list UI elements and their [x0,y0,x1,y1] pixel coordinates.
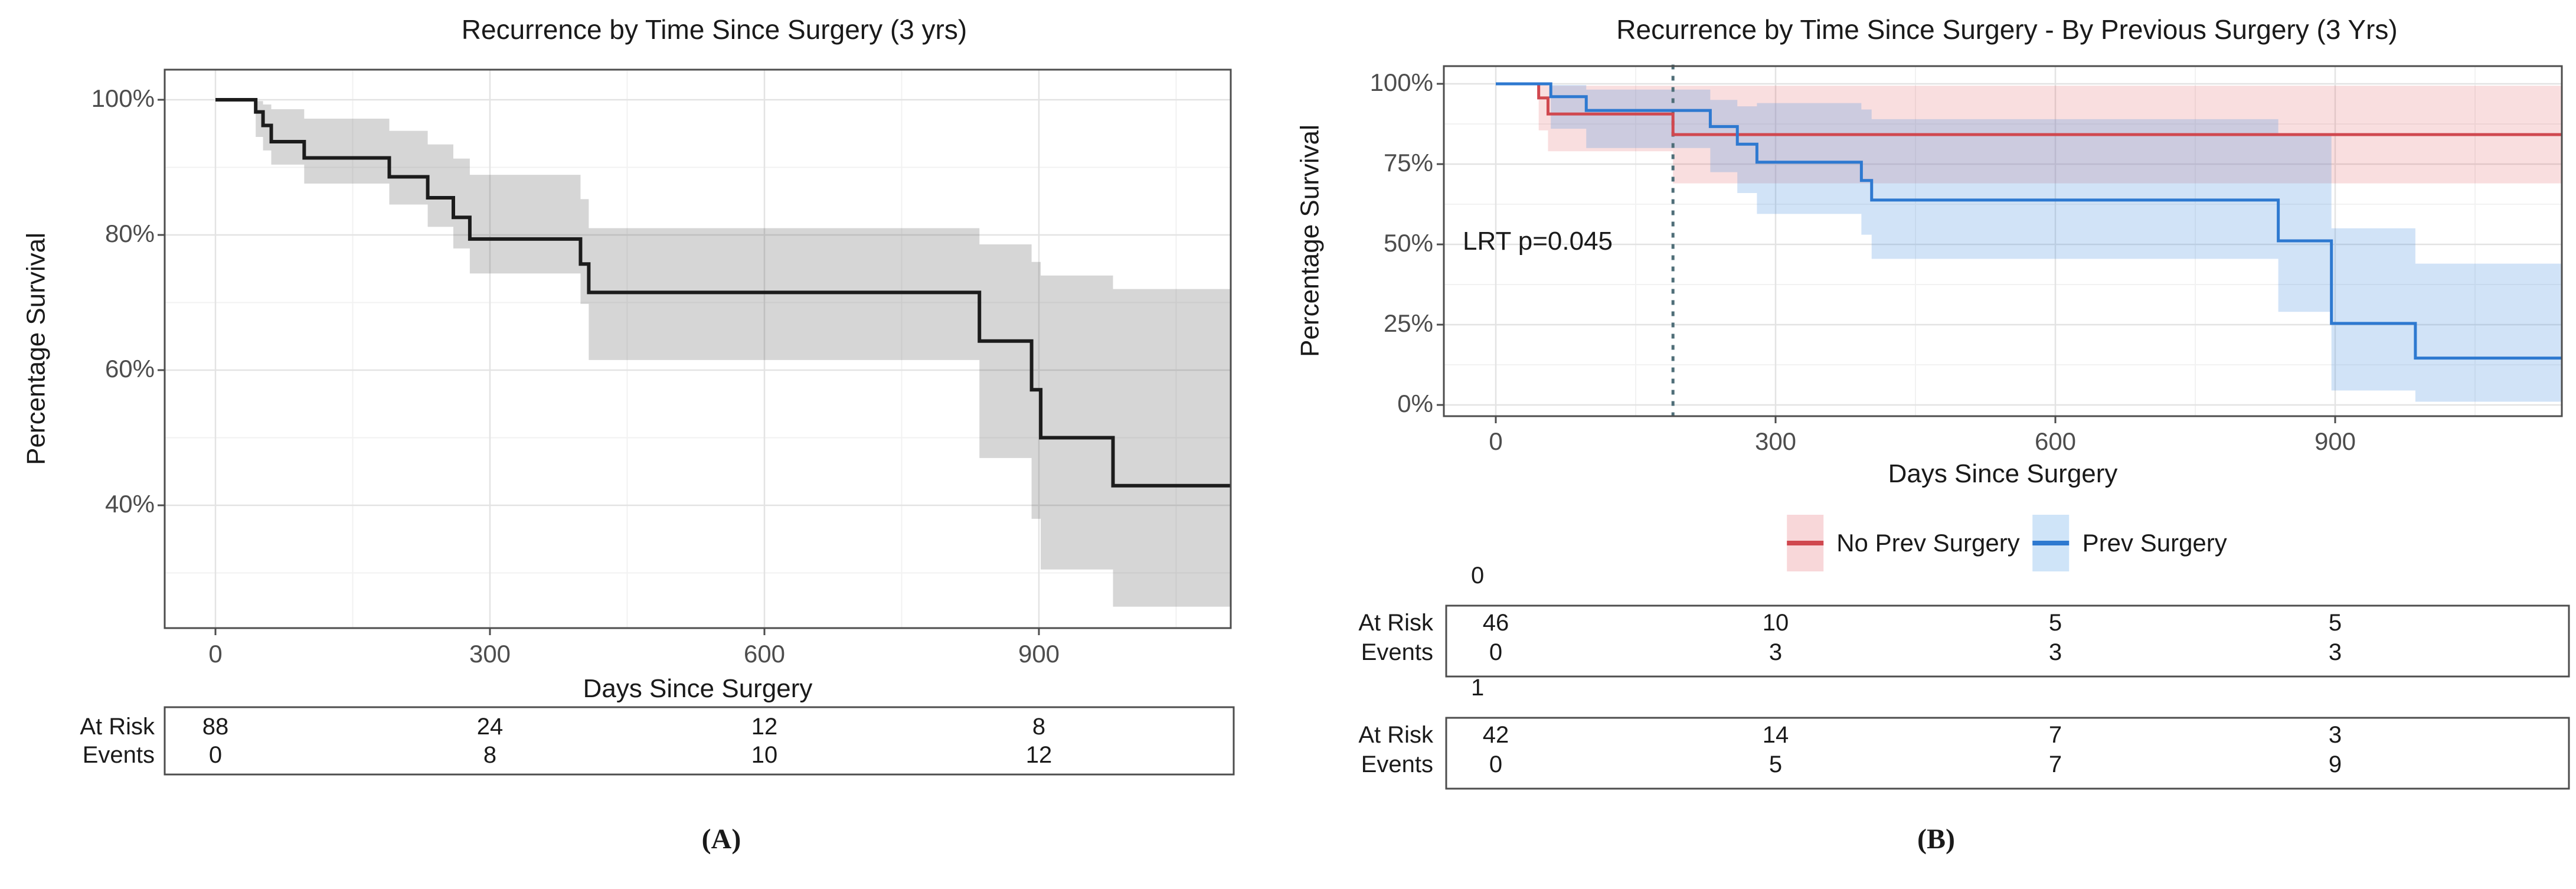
events-value: 0 [208,742,223,768]
events-value: 7 [2048,751,2062,777]
panel-a-ytick-80: 80% [104,220,155,247]
panel-a-plot-background [165,70,1231,628]
panel-b-ytick-100: 100% [1369,68,1433,96]
events-value: 10 [751,742,778,768]
events-value: 0 [1489,751,1503,777]
events-value: 9 [2328,751,2342,777]
panel-b-panel-border [1443,65,2563,417]
panel-a-xtick-600: 600 [743,640,786,668]
panel-a-panel-border [164,68,1232,629]
risk-value: 12 [751,714,778,740]
events-value: 5 [1768,751,1783,777]
panel-b-label: (B) [1917,823,1955,855]
panel-b-group0-risk-table-box [1445,604,2570,678]
panel-a-xlabel: Days Since Surgery [583,674,813,703]
km-curve-prev-surgery [1496,82,2562,360]
risk-value: 8 [1032,714,1046,740]
panel-b-ytick-25: 25% [1383,309,1433,337]
risk-value: 10 [1762,610,1789,636]
risk-value: 46 [1482,610,1509,636]
panel-a-risk-row-label: At Risk [80,714,155,740]
risk-value: 5 [2048,610,2062,636]
panel-b-xlabel: Days Since Surgery [1888,459,2118,488]
panel-a-label: (A) [701,823,741,855]
group1-events-row-label: Events [1361,751,1433,777]
panel-b-xtick-300: 300 [1754,427,1797,455]
group-0-label: 0 [1471,563,1485,589]
legend: No Prev Surgery Prev Surgery [1787,515,2227,571]
events-value: 8 [483,742,497,768]
events-value: 12 [1025,742,1052,768]
panel-b-xtick-900: 900 [2314,427,2356,455]
panel-a-xtick-900: 900 [1018,640,1060,668]
panel-a-ytick-40: 40% [104,490,155,518]
legend-line-prev-surgery [2032,541,2070,545]
panel-b-xtick-0: 0 [1489,427,1503,455]
legend-label-no-prev-surgery: No Prev Surgery [1836,529,2020,557]
group0-risk-row-label: At Risk [1358,610,1433,636]
events-value: 3 [2048,639,2062,665]
panel-b-ytick-75: 75% [1383,149,1433,177]
risk-value: 24 [476,714,504,740]
risk-value: 14 [1762,722,1789,748]
legend-swatch-no-prev-surgery [1787,515,1824,571]
risk-value: 42 [1482,722,1509,748]
legend-swatch-prev-surgery [2032,515,2070,571]
panel-b-ytick-0: 0% [1397,390,1433,417]
panel-a-xtick-300: 300 [469,640,511,668]
events-value: 3 [2328,639,2342,665]
panel-b-xtick-600: 600 [2034,427,2077,455]
panel-a-ytick-100: 100% [91,84,155,112]
legend-label-prev-surgery: Prev Surgery [2082,529,2227,557]
events-value: 3 [1768,639,1783,665]
risk-value: 3 [2328,722,2342,748]
panel-a-risk-table-box [164,706,1235,776]
group0-events-row-label: Events [1361,639,1433,665]
panel-b-title: Recurrence by Time Since Surgery - By Pr… [1616,14,2398,45]
risk-value: 5 [2328,610,2342,636]
events-value: 0 [1489,639,1503,665]
risk-value: 88 [202,714,229,740]
panel-a-ytick-60: 60% [104,355,155,383]
km-curve-all-patients [215,98,1231,488]
panel-a-ylabel: Percentage Survival [21,233,51,465]
lrt-pvalue-annotation: LRT p=0.045 [1463,227,1613,256]
group1-risk-row-label: At Risk [1358,722,1433,748]
risk-value: 7 [2048,722,2062,748]
group-1-label: 1 [1471,675,1485,701]
legend-line-no-prev-surgery [1787,541,1824,545]
panel-a-events-row-label: Events [82,742,155,768]
panel-a-xtick-0: 0 [208,640,223,668]
panel-a-title: Recurrence by Time Since Surgery (3 yrs) [461,14,967,45]
km-curve-no-prev-surgery [1496,82,2562,136]
panel-b-ytick-50: 50% [1383,229,1433,257]
panel-b-group1-risk-table-box [1445,717,2570,790]
